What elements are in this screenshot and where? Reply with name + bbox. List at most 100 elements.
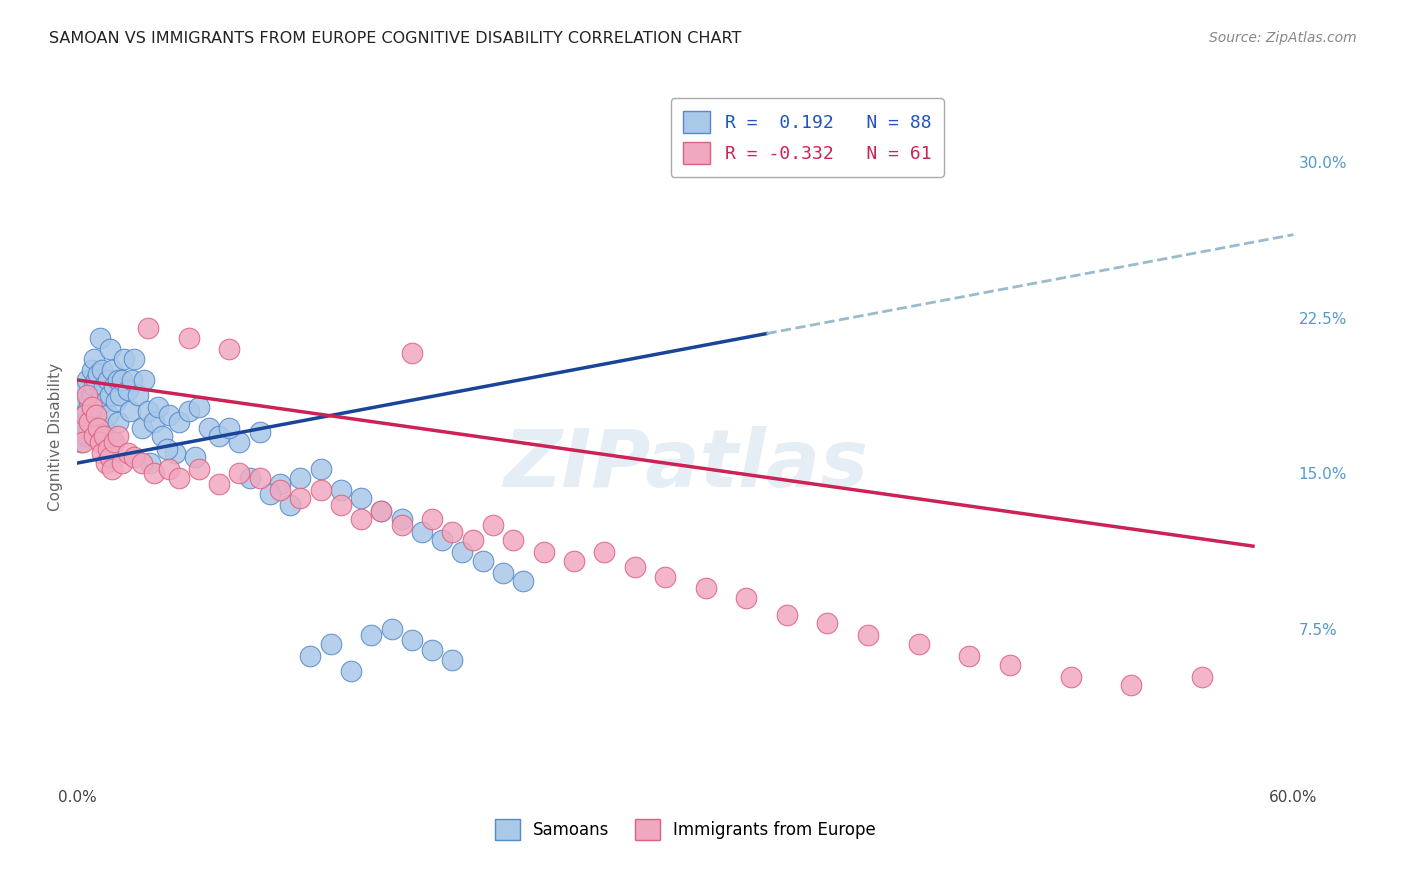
Point [695,581,717,595]
Point [1059,670,1081,684]
Point [80,362,103,376]
Point [97,373,120,387]
Point [340,664,363,678]
Text: SAMOAN VS IMMIGRANTS FROM EUROPE COGNITIVE DISABILITY CORRELATION CHART: SAMOAN VS IMMIGRANTS FROM EUROPE COGNITI… [49,31,741,46]
Point [290,470,312,484]
Point [249,470,271,484]
Point [103,435,125,450]
Point [269,476,291,491]
Point [98,342,121,356]
Point [84,373,107,387]
Point [112,352,135,367]
Point [218,342,240,356]
Point [117,445,139,459]
Point [72,384,94,398]
Point [380,622,402,636]
Point [72,425,94,439]
Point [131,456,153,470]
Point [107,429,129,443]
Point [401,632,423,647]
Point [451,545,474,559]
Point [136,321,159,335]
Point [93,429,115,443]
Point [76,373,98,387]
Point [259,487,281,501]
Point [104,393,127,408]
Point [1191,670,1213,684]
Point [319,637,342,651]
Point [461,533,484,547]
Point [118,404,141,418]
Point [101,462,124,476]
Point [131,421,153,435]
Point [98,450,121,464]
Point [122,450,145,464]
Point [177,331,200,345]
Point [89,435,111,450]
Point [163,445,186,459]
Point [471,554,494,568]
Point [111,373,134,387]
Point [103,379,125,393]
Point [856,628,879,642]
Point [198,421,221,435]
Point [93,379,115,393]
Point [98,387,121,401]
Point [90,387,112,401]
Point [492,566,515,581]
Point [441,653,464,667]
Point [370,504,392,518]
Point [309,483,332,497]
Point [998,657,1021,672]
Point [512,574,534,589]
Point [83,429,105,443]
Point [117,384,139,398]
Point [136,404,159,418]
Point [122,352,145,367]
Point [735,591,758,605]
Y-axis label: Cognitive Disability: Cognitive Disability [48,363,63,511]
Text: Source: ZipAtlas.com: Source: ZipAtlas.com [1209,31,1357,45]
Point [108,387,131,401]
Point [83,352,105,367]
Point [84,415,107,429]
Point [76,387,98,401]
Point [167,470,190,484]
Point [79,393,101,408]
Point [208,429,231,443]
Point [93,421,115,435]
Point [89,393,111,408]
Point [401,346,423,360]
Point [208,476,231,491]
Point [309,462,332,476]
Point [72,435,94,450]
Point [218,421,240,435]
Point [143,467,166,481]
Point [411,524,433,539]
Point [90,362,112,376]
Point [269,483,291,497]
Point [70,421,93,435]
Point [290,491,312,506]
Point [350,512,373,526]
Point [70,435,93,450]
Point [249,425,271,439]
Point [75,409,97,423]
Point [157,409,180,423]
Point [1121,678,1143,692]
Point [80,387,103,401]
Point [83,400,105,414]
Point [391,512,413,526]
Point [76,404,98,418]
Point [278,498,301,512]
Point [350,491,373,506]
Point [482,518,505,533]
Point [623,560,645,574]
Point [167,415,190,429]
Point [188,462,211,476]
Point [107,373,129,387]
Point [134,373,156,387]
Point [907,637,929,651]
Point [111,456,134,470]
Point [152,429,174,443]
